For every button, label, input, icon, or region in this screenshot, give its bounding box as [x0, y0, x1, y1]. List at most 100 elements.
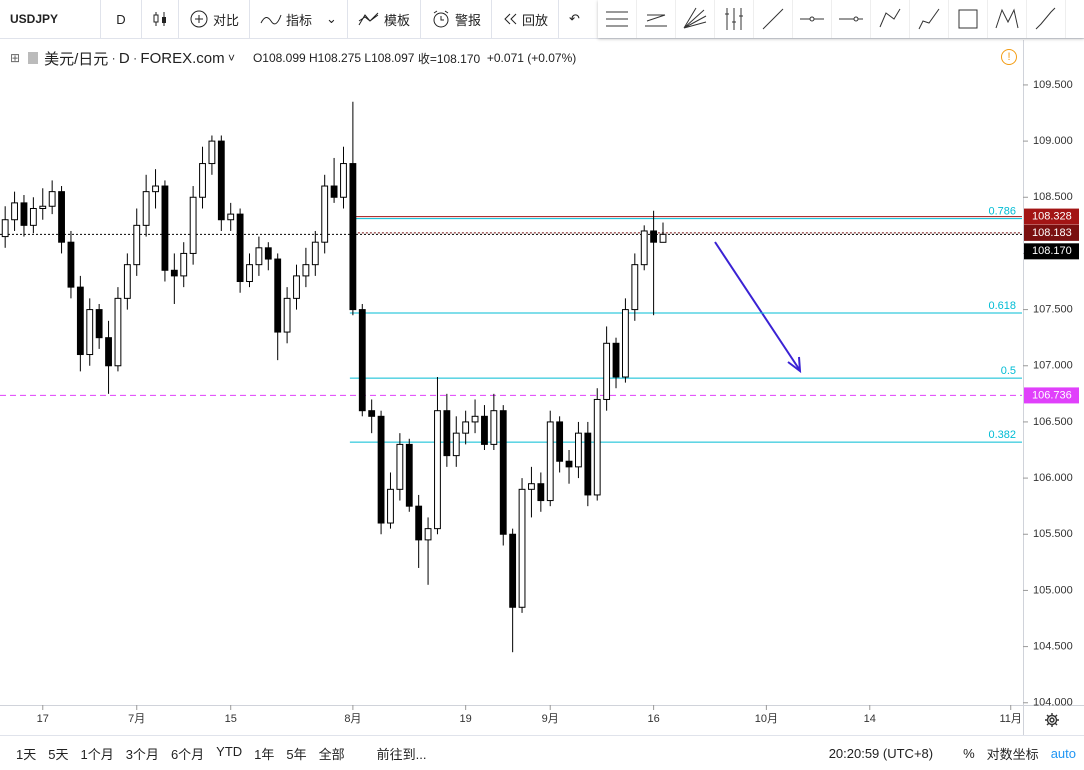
candle-body — [405, 443, 413, 507]
tool-icon[interactable] — [676, 0, 715, 38]
candle-body — [443, 410, 451, 457]
price-label: 108.183 — [1032, 227, 1072, 239]
interval[interactable]: D — [101, 0, 142, 38]
candle-body — [640, 230, 648, 266]
legend-change: +0.071 (+0.07%) — [486, 51, 577, 65]
undo-button[interactable]: ↶ — [568, 11, 580, 26]
chart-style[interactable] — [142, 0, 179, 38]
candle-body — [377, 415, 385, 524]
candle-body — [659, 233, 667, 243]
candle-body — [650, 230, 658, 243]
tool-icon[interactable] — [910, 0, 949, 38]
tool-icon[interactable] — [949, 0, 988, 38]
price-label-bg — [1024, 224, 1079, 241]
candle-body — [321, 185, 329, 243]
candle-body — [556, 421, 564, 462]
candle-body — [114, 297, 122, 367]
candle-body — [340, 163, 347, 198]
alerts-button[interactable]: 警报 — [421, 0, 492, 38]
tool-icon[interactable] — [598, 0, 637, 38]
legend-high: H108.275 — [309, 51, 362, 65]
range-button[interactable]: 5年 — [286, 746, 307, 762]
candle-body — [537, 483, 545, 502]
candle-body — [387, 488, 394, 524]
settings-icon[interactable] — [1045, 713, 1059, 727]
candle-body — [612, 342, 620, 378]
y-tick-label: 105.500 — [1033, 528, 1073, 540]
candle-body — [396, 443, 404, 490]
candle-body — [434, 410, 441, 530]
range-button[interactable]: 1个月 — [80, 746, 114, 762]
range-buttons: 1天 5天 1个月 3个月 6个月 YTD 1年 5年 全部 — [10, 744, 351, 763]
percent-toggle[interactable]: % — [963, 745, 975, 761]
range-button[interactable]: 6个月 — [170, 746, 205, 762]
price-label-bg — [1024, 243, 1079, 260]
candle-body — [358, 309, 366, 412]
candle-body — [58, 191, 65, 243]
x-tick-label: 17 — [37, 713, 49, 725]
tool-icon[interactable] — [988, 0, 1027, 38]
templates-button[interactable]: 模板 — [348, 0, 421, 38]
tool-icon[interactable] — [832, 0, 871, 38]
candle-body — [20, 202, 28, 226]
candle-body — [368, 410, 376, 417]
x-tick-label: 19 — [460, 713, 472, 725]
candle-body — [546, 421, 554, 502]
x-tick-label: 10月 — [755, 713, 778, 725]
candle-body — [622, 309, 629, 378]
x-tick-label: 9月 — [542, 713, 559, 725]
range-button[interactable]: 3个月 — [125, 746, 159, 762]
replay-button[interactable]: 回放 — [492, 0, 559, 38]
tool-icon[interactable] — [871, 0, 910, 38]
candle-body — [123, 264, 131, 299]
symbol-search[interactable]: USDJPY — [0, 0, 101, 38]
warning-icon[interactable]: ! — [1001, 49, 1017, 65]
candle-body — [217, 140, 225, 221]
candle-body — [518, 488, 526, 608]
compare-button[interactable]: 对比 — [179, 0, 251, 38]
x-tick-label: 8月 — [344, 713, 361, 725]
fib-label: 0.618 — [988, 300, 1016, 312]
candle-body — [274, 258, 282, 333]
indicators-button[interactable]: 指标 ⌄ — [250, 0, 348, 38]
candle-body — [311, 241, 319, 266]
clock: 20:20:59 (UTC+8) — [828, 745, 934, 761]
fib-label: 0.382 — [988, 429, 1016, 441]
candle-body — [86, 309, 94, 356]
candle-body — [415, 505, 423, 541]
range-button[interactable]: 1年 — [254, 746, 275, 762]
candle-body — [133, 224, 141, 266]
range-button[interactable]: YTD — [216, 743, 243, 759]
indicators-label: 指标 — [286, 12, 313, 28]
log-toggle[interactable]: 对数坐标 — [986, 746, 1039, 762]
candle-body — [1, 219, 9, 238]
candle-body — [499, 410, 507, 535]
bottom-toolbar: 1天 5天 1个月 3个月 6个月 YTD 1年 5年 全部 前往到... 20:20:59 (… — [0, 735, 1084, 770]
legend-interval: D — [118, 49, 130, 67]
x-tick-label: 14 — [864, 713, 876, 725]
series-legend: ⊞ 美元/日元 · D · FOREX.com ˅ O108.099 H108.… — [0, 46, 1020, 70]
candle-body — [227, 213, 235, 221]
range-button[interactable]: 全部 — [318, 746, 345, 762]
range-button[interactable]: 1天 — [16, 746, 37, 762]
candle-body — [142, 191, 150, 226]
tool-icon[interactable] — [637, 0, 676, 38]
candle-body — [490, 410, 498, 445]
legend-close: 收=108.170 — [417, 51, 481, 66]
collapse-icon[interactable]: ⊞ — [10, 51, 21, 65]
tool-icon[interactable] — [715, 0, 754, 38]
candle-body — [255, 247, 263, 266]
goto-button[interactable]: 前往到... — [376, 746, 427, 762]
auto-toggle[interactable]: auto — [1050, 745, 1076, 761]
tool-icon[interactable] — [754, 0, 793, 38]
tool-icon[interactable] — [1027, 0, 1066, 38]
trend-arrow — [714, 241, 802, 374]
price-label: 106.736 — [1032, 389, 1072, 401]
range-button[interactable]: 5天 — [48, 746, 69, 762]
candle-body — [584, 432, 592, 496]
y-tick-label: 105.000 — [1033, 584, 1073, 596]
compare-label: 对比 — [213, 12, 240, 28]
candle-body — [161, 185, 169, 271]
tool-icon[interactable] — [793, 0, 832, 38]
